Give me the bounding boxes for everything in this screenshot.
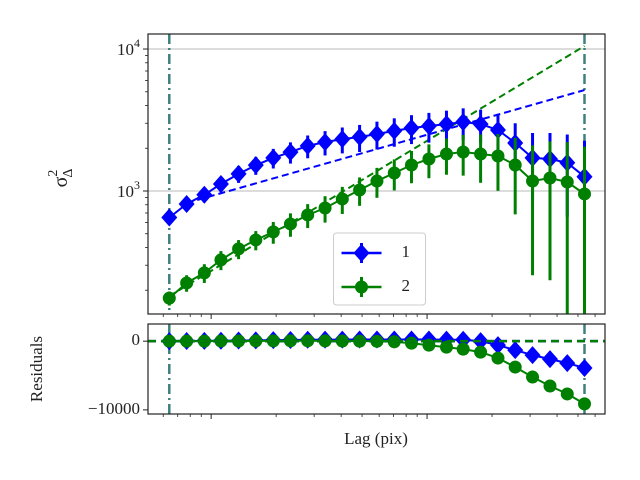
data-marker [560,175,574,189]
y-tick-label: 103 [117,178,140,201]
data-marker [526,174,540,188]
data-marker [301,208,315,222]
data-marker [334,130,351,149]
plot-area [148,324,605,414]
data-marker [387,166,401,180]
data-marker [403,118,420,137]
data-marker [472,115,489,134]
data-marker [577,187,591,201]
data-marker [508,360,522,374]
data-marker [438,115,455,134]
data-marker [559,354,576,373]
y-tick-label: 104 [117,36,140,59]
data-marker [560,387,574,401]
data-marker [456,145,470,159]
data-marker [249,233,263,247]
data-marker [162,291,176,305]
data-marker [474,147,488,161]
y-tick-label: −10000 [88,399,140,418]
data-marker [283,334,297,348]
data-marker [299,136,316,155]
data-marker [178,194,195,213]
data-marker [489,120,506,139]
y-label-sub: Δ [61,169,76,178]
data-marker [404,336,418,350]
data-marker [214,253,228,267]
data-marker [526,370,540,384]
data-marker [180,276,194,290]
data-marker [456,342,470,356]
x-axis-label: Lag (pix) [344,429,408,448]
y-axis-label: Residuals [27,336,46,402]
data-marker [266,334,280,348]
data-marker [491,351,505,365]
legend-box [333,232,426,306]
data-marker [266,225,280,239]
data-marker [283,217,297,231]
data-marker [180,334,194,348]
data-marker [491,149,505,163]
y-label-base: σ [50,176,72,187]
axes-frame [147,323,606,415]
data-marker [577,397,591,411]
data-marker [351,128,368,147]
data-marker [455,113,472,132]
data-marker [474,345,488,359]
legend-label: 2 [402,276,411,295]
data-marker [543,379,557,393]
legend-marker [355,280,368,294]
data-marker [439,340,453,354]
axes-frame [147,33,606,315]
data-marker [247,156,264,175]
y-tick-exponent: 3 [134,178,140,192]
data-marker [439,147,453,161]
data-marker [335,192,349,206]
data-marker [318,201,332,215]
legend-marker [353,244,370,262]
data-marker [335,334,349,348]
data-marker [420,116,437,135]
data-marker [370,174,384,188]
data-marker [161,208,178,227]
plot-area [148,34,605,314]
y-label-sup: 2 [46,170,61,177]
data-marker [368,125,385,144]
y-tick-label: 0 [132,330,141,349]
data-marker [162,334,176,348]
data-marker [196,185,213,204]
data-marker [404,158,418,172]
fit-line [186,89,585,204]
data-marker [232,334,246,348]
data-marker [317,133,334,152]
data-marker [507,341,524,360]
legend-label: 1 [402,242,411,261]
y-tick-base: 10 [117,182,134,201]
data-marker [541,350,558,369]
data-marker [489,336,506,355]
data-marker [387,335,401,349]
y-tick-exponent: 4 [134,36,140,50]
data-marker [543,171,557,185]
data-marker [576,359,593,378]
data-marker [318,334,332,348]
data-marker [282,143,299,162]
data-marker [422,152,436,166]
data-marker [524,346,541,365]
y-tick-base: 10 [117,40,134,59]
data-marker [265,148,282,167]
data-marker [508,158,522,172]
y-axis-label: σ2Δ [46,169,76,188]
data-marker [197,266,211,280]
data-marker [232,242,246,256]
data-marker [212,175,229,194]
data-marker [230,164,247,183]
data-marker [353,183,367,197]
data-marker [386,121,403,140]
